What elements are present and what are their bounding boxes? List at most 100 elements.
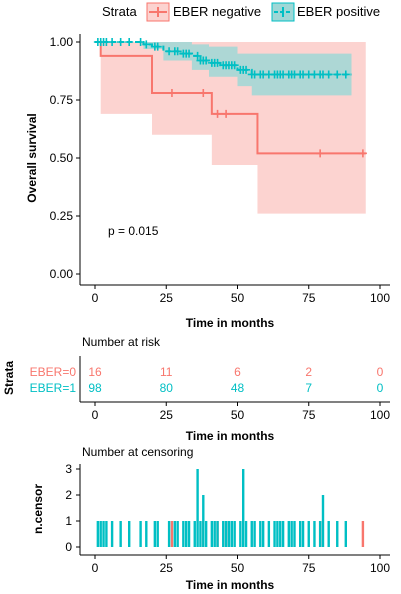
legend-key-negative — [146, 2, 170, 22]
censor-bar — [153, 521, 157, 547]
km-x-tick-label: 75 — [302, 291, 316, 305]
censor-bar — [119, 521, 122, 547]
risk-table-title: Number at risk — [82, 335, 161, 349]
censor-bar — [202, 495, 205, 547]
censor-bar — [216, 521, 219, 547]
km-censor-mark — [358, 149, 367, 158]
km-censor-mark — [136, 38, 145, 46]
risk-x-tick-label: 0 — [92, 408, 99, 422]
censor-bars — [96, 469, 365, 547]
km-censor-mark — [193, 51, 202, 60]
km-censor-mark — [242, 65, 251, 74]
km-y-tick-label: 0.75 — [50, 93, 74, 107]
censor-bar — [261, 521, 265, 547]
censor-bar — [187, 521, 191, 547]
legend: Strata EBER negative EBER positive — [102, 2, 380, 22]
censor-bar — [239, 521, 242, 547]
censor-bar — [321, 495, 325, 547]
censor-bar — [102, 521, 105, 547]
censor-bar — [213, 521, 216, 547]
censor-bar — [361, 521, 365, 547]
censor-bar — [210, 521, 214, 547]
km-y-label: Overall survival — [25, 113, 39, 202]
km-x-tick-label: 100 — [370, 291, 390, 305]
risk-table: Number at risk Strata EBER=0 16 11 6 2 0EBER=… — [2, 335, 390, 443]
risk-cell: 0 — [377, 365, 384, 379]
km-x-tick-label: 50 — [231, 291, 245, 305]
km-censor-mark — [333, 70, 342, 79]
risk-x-tick-label: 75 — [302, 408, 316, 422]
risk-cell: 7 — [305, 381, 312, 395]
censor-x-ticks: 0 25 50 75 100 — [92, 555, 390, 575]
censor-bar — [96, 521, 100, 547]
censor-bar — [196, 469, 199, 547]
censor-bar — [299, 521, 302, 547]
censor-x-tick-label: 50 — [231, 561, 245, 575]
km-censor-mark — [173, 47, 182, 56]
censor-bar — [253, 521, 256, 547]
legend-label-negative: EBER negative — [173, 4, 261, 19]
km-censor-mark — [142, 40, 151, 49]
risk-x-label: Time in months — [186, 429, 275, 443]
censor-bar — [233, 521, 236, 547]
censor-x-tick-label: 0 — [92, 561, 99, 575]
risk-cell: 11 — [160, 365, 173, 379]
risk-cell: 0 — [377, 381, 384, 395]
censor-bar — [145, 521, 148, 547]
km-censor-mark — [108, 38, 117, 46]
censor-bar — [344, 521, 347, 547]
censor-plot: Number at censoring 0 1 2 3 0 25 50 75 100 Time… — [31, 445, 390, 592]
censor-bar — [250, 521, 253, 547]
km-censor-mark — [167, 89, 176, 98]
legend-key-positive — [271, 2, 295, 22]
km-plot: 0.00 0.25 0.50 0.75 1.00 0 25 50 75 100 p = 0.01… — [25, 34, 390, 330]
km-censor-mark — [199, 89, 208, 98]
censor-bar — [290, 521, 293, 547]
censor-x-label: Time in months — [186, 578, 275, 592]
censor-bar — [276, 521, 279, 547]
km-censor-mark — [213, 58, 222, 67]
risk-x-ticks: 0 25 50 75 100 — [92, 402, 390, 422]
censor-bar — [293, 521, 296, 547]
censor-bar — [173, 521, 176, 547]
km-censor-mark — [324, 70, 333, 79]
censor-bar — [227, 521, 231, 547]
km-y-tick-label: 0.00 — [50, 267, 74, 281]
risk-cell: 98 — [88, 381, 102, 395]
censor-bar — [176, 521, 179, 547]
censor-y-label: n.censor — [31, 484, 45, 534]
km-censor-mark — [316, 149, 325, 158]
censor-y-tick-label: 3 — [65, 462, 72, 476]
censor-bar — [244, 521, 248, 547]
censor-bar — [301, 521, 305, 547]
risk-cell: 80 — [160, 381, 174, 395]
risk-row-label: EBER=1 — [30, 381, 77, 395]
censor-bar — [170, 521, 174, 547]
censor-y-tick-label: 2 — [65, 488, 72, 502]
censor-bar — [128, 521, 131, 547]
risk-table-strata-label: Strata — [2, 361, 16, 395]
km-confidence-bands — [95, 42, 366, 214]
censor-bar — [204, 521, 208, 547]
censor-plot-title: Number at censoring — [82, 445, 193, 459]
censor-bar — [336, 521, 339, 547]
censor-bar — [327, 521, 330, 547]
censor-bar — [156, 521, 159, 547]
censor-bar — [110, 521, 114, 547]
km-x-tick-label: 0 — [92, 291, 99, 305]
km-curve-negative — [95, 41, 366, 155]
censor-x-tick-label: 25 — [160, 561, 174, 575]
p-value-annotation: p = 0.015 — [108, 224, 159, 238]
censor-bar — [105, 521, 108, 547]
risk-cell: 48 — [231, 381, 245, 395]
km-censor-mark — [222, 109, 231, 118]
censor-bar — [193, 521, 196, 547]
km-y-tick-label: 0.25 — [50, 209, 74, 223]
km-censor-marks — [93, 38, 367, 158]
risk-cell: 6 — [234, 365, 241, 379]
censor-bar — [242, 469, 245, 547]
censor-bar — [185, 521, 188, 547]
censor-bar — [224, 521, 228, 547]
censor-y-tick-label: 1 — [65, 514, 72, 528]
